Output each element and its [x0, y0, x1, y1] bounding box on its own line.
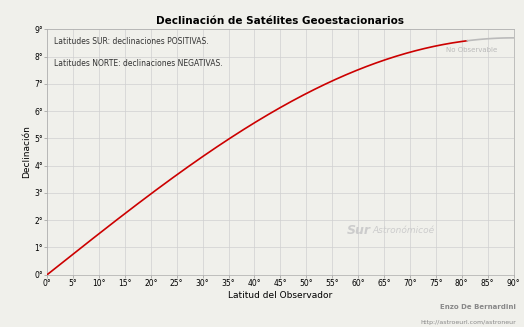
Text: Latitudes SUR: declinaciones POSITIVAS.: Latitudes SUR: declinaciones POSITIVAS. — [54, 37, 209, 46]
Title: Declinación de Satélites Geoestacionarios: Declinación de Satélites Geoestacionario… — [156, 16, 405, 26]
Text: Latitudes NORTE: declinaciones NEGATIVAS.: Latitudes NORTE: declinaciones NEGATIVAS… — [54, 59, 223, 68]
Y-axis label: Declinación: Declinación — [23, 126, 31, 179]
Text: Sur: Sur — [347, 224, 372, 237]
Text: Astronómicoé: Astronómicoé — [373, 226, 435, 235]
X-axis label: Latitud del Observador: Latitud del Observador — [228, 291, 332, 300]
Text: http://astroeurl.com/astroneur: http://astroeurl.com/astroneur — [420, 320, 516, 325]
Text: Enzo De Bernardini: Enzo De Bernardini — [440, 304, 516, 310]
Text: No Observable: No Observable — [446, 46, 497, 53]
